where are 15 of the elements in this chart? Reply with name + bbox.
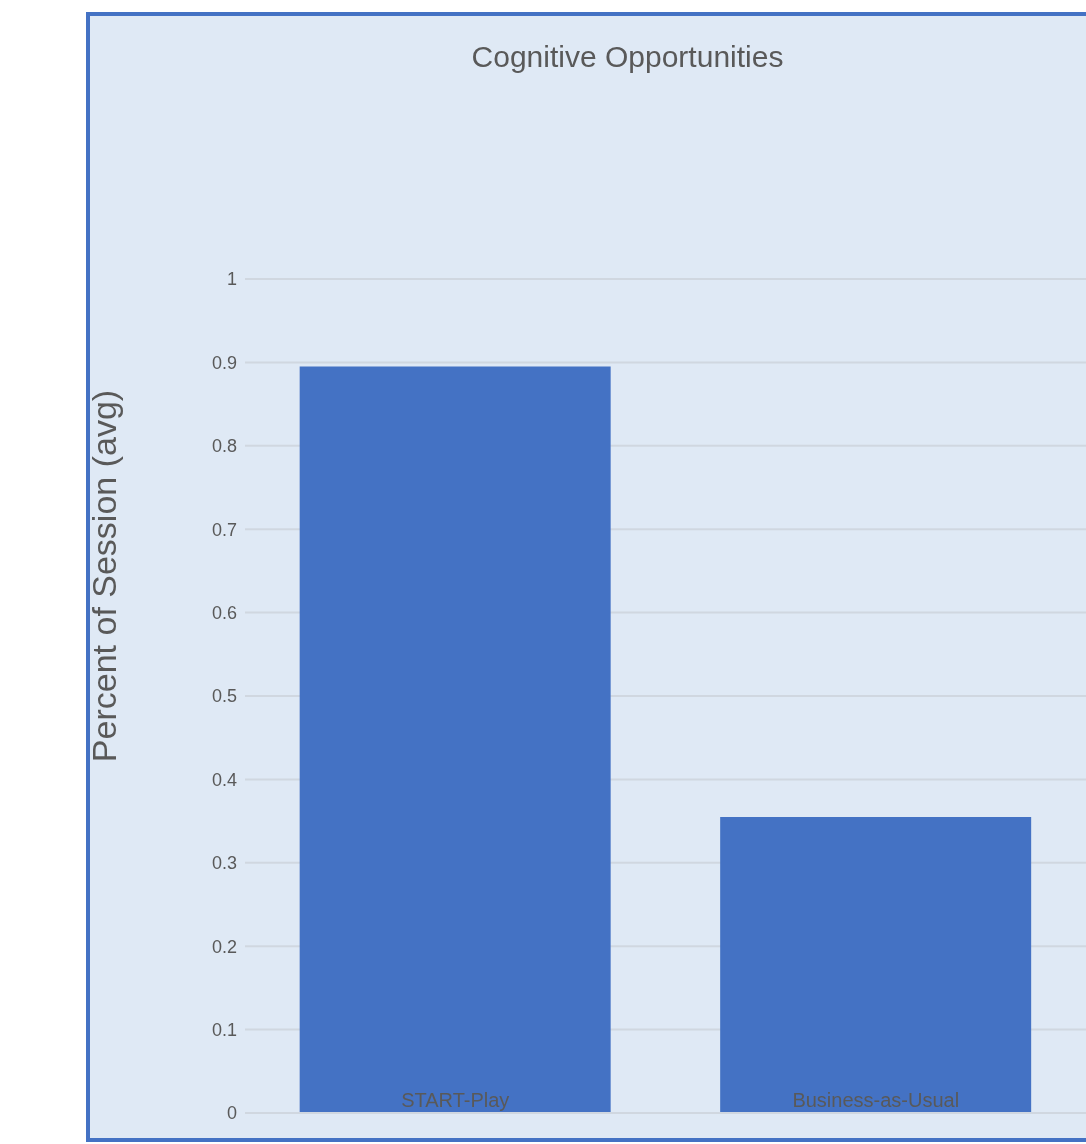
y-tick-label: 0.2 — [211, 936, 237, 957]
y-tick-label: 0 — [226, 1103, 237, 1124]
y-tick-label: 1 — [226, 269, 237, 290]
chart-title: Cognitive Opportunities — [470, 40, 785, 74]
y-tick-label: 0.9 — [211, 352, 237, 373]
y-tick-label: 0.5 — [211, 686, 237, 707]
y-tick-label: 0.6 — [211, 602, 237, 623]
y-tick-label: 0.3 — [211, 853, 237, 874]
x-tick-label: START-Play — [401, 1089, 510, 1111]
y-axis-title: Percent of Session (avg) — [85, 389, 124, 763]
y-tick-label: 0.7 — [211, 519, 237, 540]
x-tick-label: Business-as-Usual — [792, 1089, 960, 1111]
y-tick-label: 0.4 — [211, 769, 237, 790]
y-tick-label: 0.8 — [211, 436, 237, 457]
y-tick-label: 0.1 — [211, 1019, 237, 1040]
